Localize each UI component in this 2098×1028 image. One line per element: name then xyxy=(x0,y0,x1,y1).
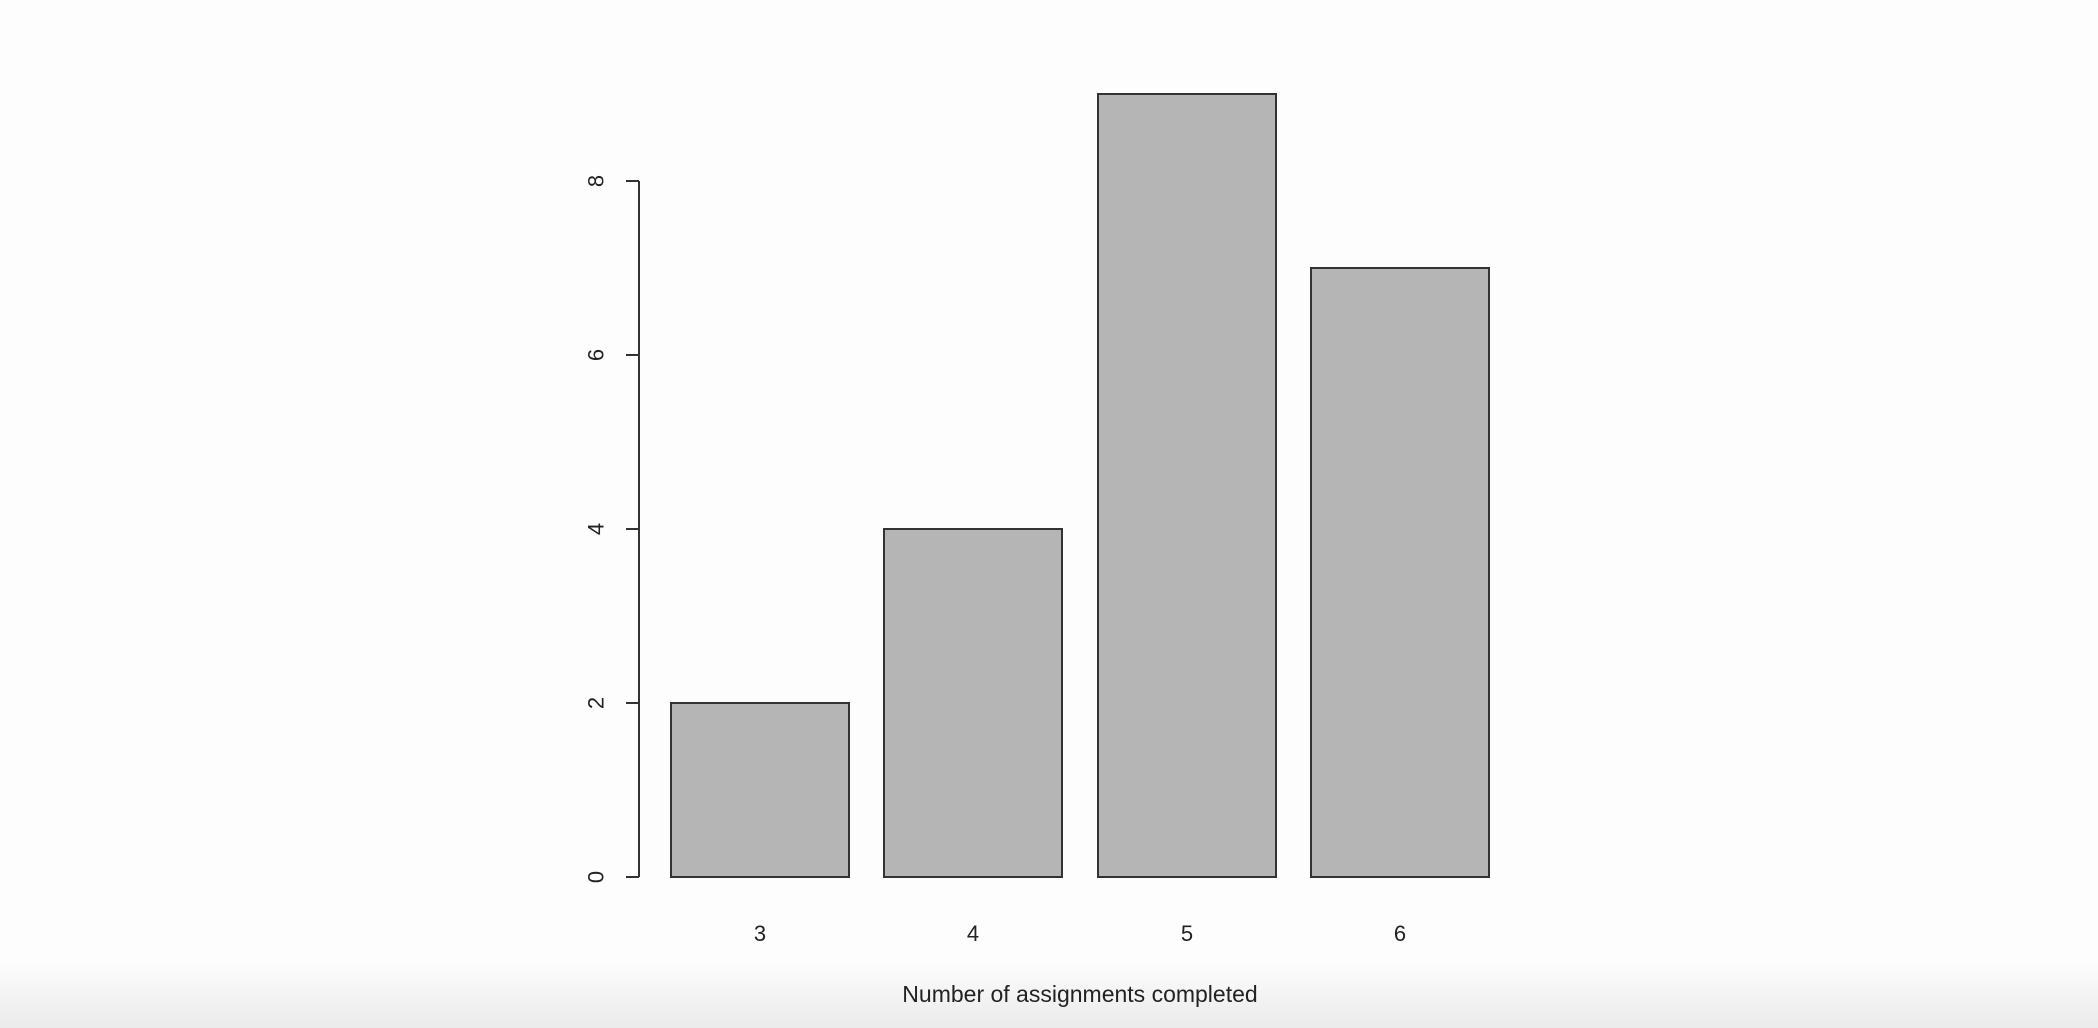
x-axis-title: Number of assignments completed xyxy=(902,981,1257,1007)
x-tick-label: 3 xyxy=(754,921,766,946)
y-tick-label: 2 xyxy=(584,697,609,709)
x-tick-label: 6 xyxy=(1394,921,1406,946)
y-tick-label: 4 xyxy=(584,523,609,535)
x-tick-labels: 3 4 5 6 xyxy=(754,921,1406,946)
y-tick-label: 0 xyxy=(584,871,609,883)
y-axis: 0 2 4 6 8 xyxy=(584,175,640,883)
bar-3 xyxy=(670,702,850,878)
bottom-shadow-band xyxy=(0,960,2098,1028)
bar-6 xyxy=(1310,267,1490,878)
bar-4 xyxy=(883,528,1063,878)
bars-group xyxy=(670,93,1490,878)
y-tick-label: 6 xyxy=(584,349,609,361)
x-tick-label: 5 xyxy=(1181,921,1193,946)
bar-5 xyxy=(1097,93,1277,878)
x-tick-label: 4 xyxy=(967,921,979,946)
y-tick-label: 8 xyxy=(584,175,609,187)
